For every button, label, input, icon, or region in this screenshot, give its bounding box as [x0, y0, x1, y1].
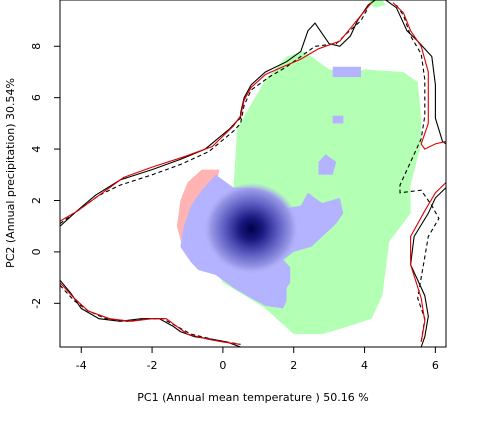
- blue-region-6: [318, 154, 337, 175]
- plot-area: [60, 0, 446, 347]
- envelope-line-10: [60, 282, 241, 345]
- x-tick-label: 6: [432, 359, 439, 372]
- density-core: [203, 182, 300, 275]
- y-tick-label: 2: [30, 197, 43, 204]
- envelope-line-8: [392, 2, 446, 150]
- y-axis: -2 0 2 4 6 8: [30, 43, 60, 309]
- envelope-line-6: [60, 284, 241, 345]
- envelope-line-1: [385, 0, 446, 145]
- envelope-layer: [60, 0, 446, 347]
- y-tick-label: 8: [30, 43, 43, 50]
- envelope-line-5: [395, 4, 440, 342]
- envelope-line-9: [410, 182, 446, 342]
- envelope-line-0: [60, 0, 376, 227]
- regions-layer: [176, 0, 422, 335]
- y-tick-label: -2: [30, 298, 43, 309]
- blue-region-4: [332, 66, 361, 78]
- envelope-line-3: [60, 279, 241, 347]
- x-tick-label: -2: [147, 359, 158, 372]
- y-axis-title: PC2 (Annual precipitation) 30.54%: [4, 78, 17, 268]
- x-tick-label: 4: [361, 359, 368, 372]
- density-layer: [203, 182, 300, 275]
- plot-frame: [59, 0, 447, 348]
- y-tick-label: 6: [30, 94, 43, 101]
- y-tick-label: 4: [30, 146, 43, 153]
- x-axis: -4 -2 0 2 4 6: [76, 347, 439, 372]
- x-axis-title: PC1 (Annual mean temperature ) 50.16 %: [137, 391, 368, 404]
- envelope-line-7: [60, 2, 373, 222]
- x-tick-label: -4: [76, 359, 87, 372]
- envelope-line-2: [410, 187, 446, 347]
- y-tick-label: 0: [30, 248, 43, 255]
- envelope-line-4: [60, 7, 369, 225]
- blue-region-5: [332, 115, 344, 124]
- x-tick-label: 2: [290, 359, 297, 372]
- x-tick-label: 0: [219, 359, 226, 372]
